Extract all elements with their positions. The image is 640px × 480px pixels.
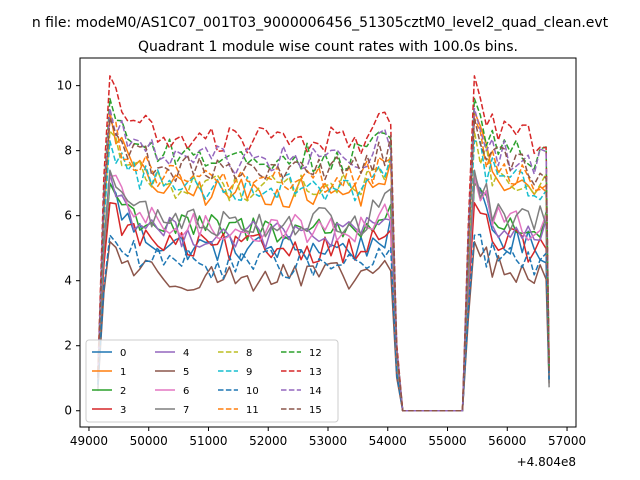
series-line-6	[97, 174, 550, 412]
legend-label-1: 1	[120, 367, 126, 378]
x-tick-label: 49000	[70, 434, 108, 448]
x-tick-label: 51000	[189, 434, 227, 448]
plot-area	[97, 75, 550, 412]
legend-label-0: 0	[120, 348, 126, 359]
y-tick-label: 8	[64, 144, 72, 158]
legend-label-6: 6	[183, 386, 189, 397]
series-line-15	[97, 117, 550, 412]
series-line-3	[97, 201, 550, 412]
series-line-11	[97, 117, 550, 412]
legend-label-12: 12	[309, 348, 322, 359]
y-tick-label: 0	[64, 404, 72, 418]
y-tick-label: 10	[57, 79, 72, 93]
y-tick-label: 4	[64, 274, 72, 288]
x-tick-label: 54000	[369, 434, 407, 448]
x-tick-label: 55000	[428, 434, 466, 448]
x-offset-label: +4.804e8	[517, 455, 576, 469]
legend-label-10: 10	[246, 386, 259, 397]
chart-title: Quadrant 1 module wise count rates with …	[138, 39, 518, 55]
legend-label-5: 5	[183, 367, 189, 378]
x-tick-label: 53000	[309, 434, 347, 448]
legend-label-8: 8	[246, 348, 252, 359]
y-tick-label: 2	[64, 339, 72, 353]
series-line-7	[97, 169, 550, 412]
legend-box	[85, 339, 339, 423]
legend-label-3: 3	[120, 405, 126, 416]
series-line-9	[97, 140, 550, 412]
x-tick-label: 57000	[548, 434, 586, 448]
legend-label-7: 7	[183, 405, 189, 416]
series-line-8	[97, 130, 550, 412]
x-tick-label: 56000	[488, 434, 526, 448]
x-axis: 49000 50000 51000 52000 53000 54000 55000 56000…	[70, 427, 586, 448]
legend-label-9: 9	[246, 367, 252, 378]
legend-label-15: 15	[309, 405, 322, 416]
series-line-5	[97, 240, 550, 412]
figure-suptitle: n file: modeM0/AS1C07_001T03_9000006456_…	[32, 15, 609, 31]
legend-label-2: 2	[120, 386, 126, 397]
series-line-10	[97, 233, 550, 412]
y-axis: 0 2 4 6 8 10	[57, 79, 80, 418]
series-line-13	[97, 75, 550, 412]
legend-label-11: 11	[246, 405, 259, 416]
legend-label-14: 14	[309, 386, 322, 397]
legend-label-13: 13	[309, 367, 322, 378]
x-tick-label: 50000	[130, 434, 168, 448]
x-tick-label: 52000	[249, 434, 287, 448]
series-line-14	[97, 107, 550, 412]
legend-label-4: 4	[183, 348, 189, 359]
y-tick-label: 6	[64, 209, 72, 223]
